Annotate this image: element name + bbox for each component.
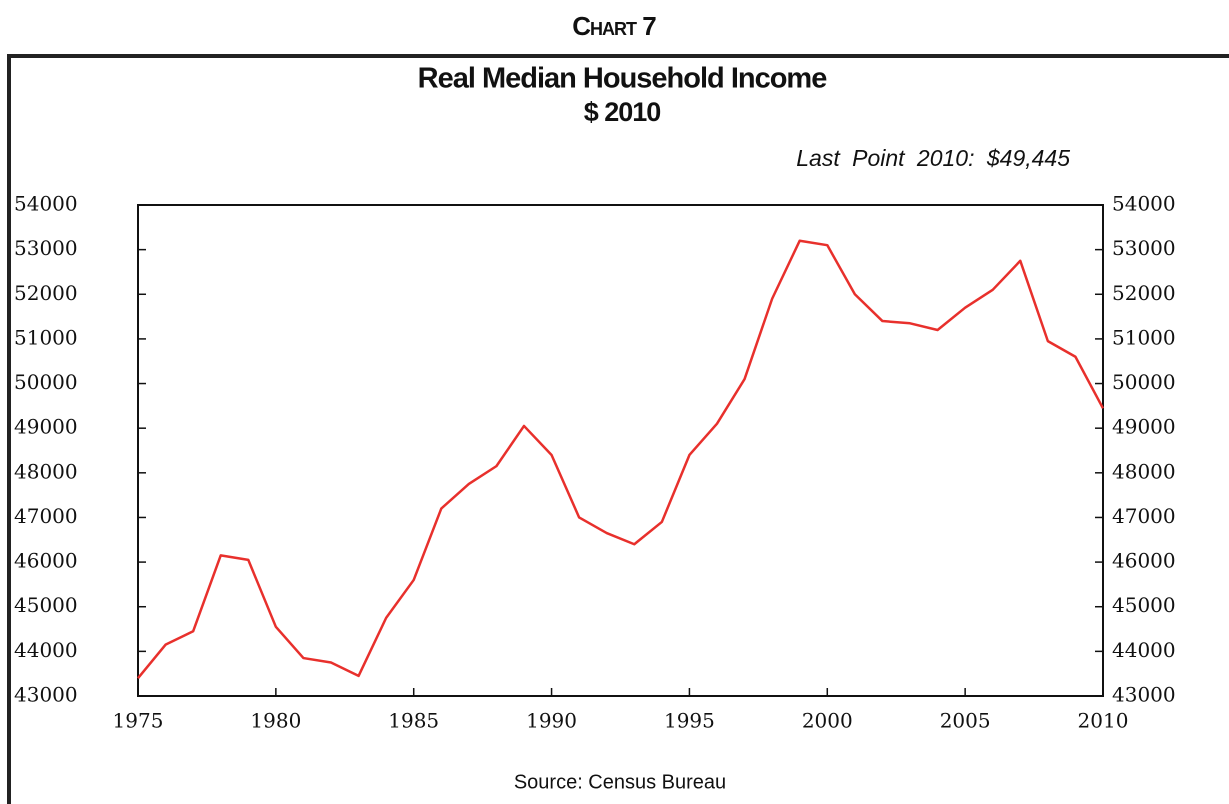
- x-tick-label: 2000: [802, 709, 853, 733]
- x-tick-label: 1990: [526, 709, 577, 733]
- chart-label: Chart 7: [572, 11, 656, 41]
- y2-tick-label: 50000: [1112, 370, 1176, 394]
- x-tick-label: 2010: [1078, 709, 1129, 733]
- frame: [7, 54, 1229, 804]
- y2-tick-label: 46000: [1112, 549, 1176, 573]
- source: Source: Census Bureau: [514, 771, 726, 793]
- y2-tick-label: 44000: [1112, 638, 1176, 662]
- y-tick-label: 50000: [14, 370, 78, 394]
- y-tick-label: 43000: [14, 683, 78, 707]
- y2-tick-label: 45000: [1112, 593, 1176, 617]
- series-line: [137, 239, 1105, 679]
- x-tick-label: 1995: [664, 709, 715, 733]
- y2-tick-label: 52000: [1112, 281, 1176, 305]
- y-tick-label: 49000: [14, 415, 78, 439]
- x-tick-label: 1975: [113, 709, 164, 733]
- x-tick-label: 1980: [250, 709, 301, 733]
- y2-tick-label: 43000: [1112, 683, 1176, 707]
- y-tick-label: 52000: [14, 281, 78, 305]
- y-tick-label: 48000: [14, 459, 78, 483]
- plot-area: [137, 204, 1104, 697]
- x-tick-label: 2005: [940, 709, 991, 733]
- y-tick-label: 51000: [14, 325, 78, 349]
- x-tick-label: 1985: [388, 709, 439, 733]
- y2-tick-label: 51000: [1112, 325, 1176, 349]
- chart-subtitle: $ 2010: [584, 97, 661, 127]
- y2-tick-label: 54000: [1112, 192, 1176, 216]
- y2-tick-label: 48000: [1112, 459, 1176, 483]
- annotation: Last Point 2010: $49,445: [796, 145, 1070, 171]
- y2-tick-label: 47000: [1112, 504, 1176, 528]
- y-tick-label: 46000: [14, 549, 78, 573]
- y-tick-label: 47000: [14, 504, 78, 528]
- y2-tick-label: 53000: [1112, 236, 1176, 260]
- chart-title: Real Median Household Income: [418, 63, 828, 95]
- y-tick-label: 44000: [14, 638, 78, 662]
- y2-tick-label: 49000: [1112, 415, 1176, 439]
- y-tick-label: 53000: [14, 236, 78, 260]
- y-tick-label: 54000: [14, 192, 78, 216]
- y-tick-label: 45000: [14, 593, 78, 617]
